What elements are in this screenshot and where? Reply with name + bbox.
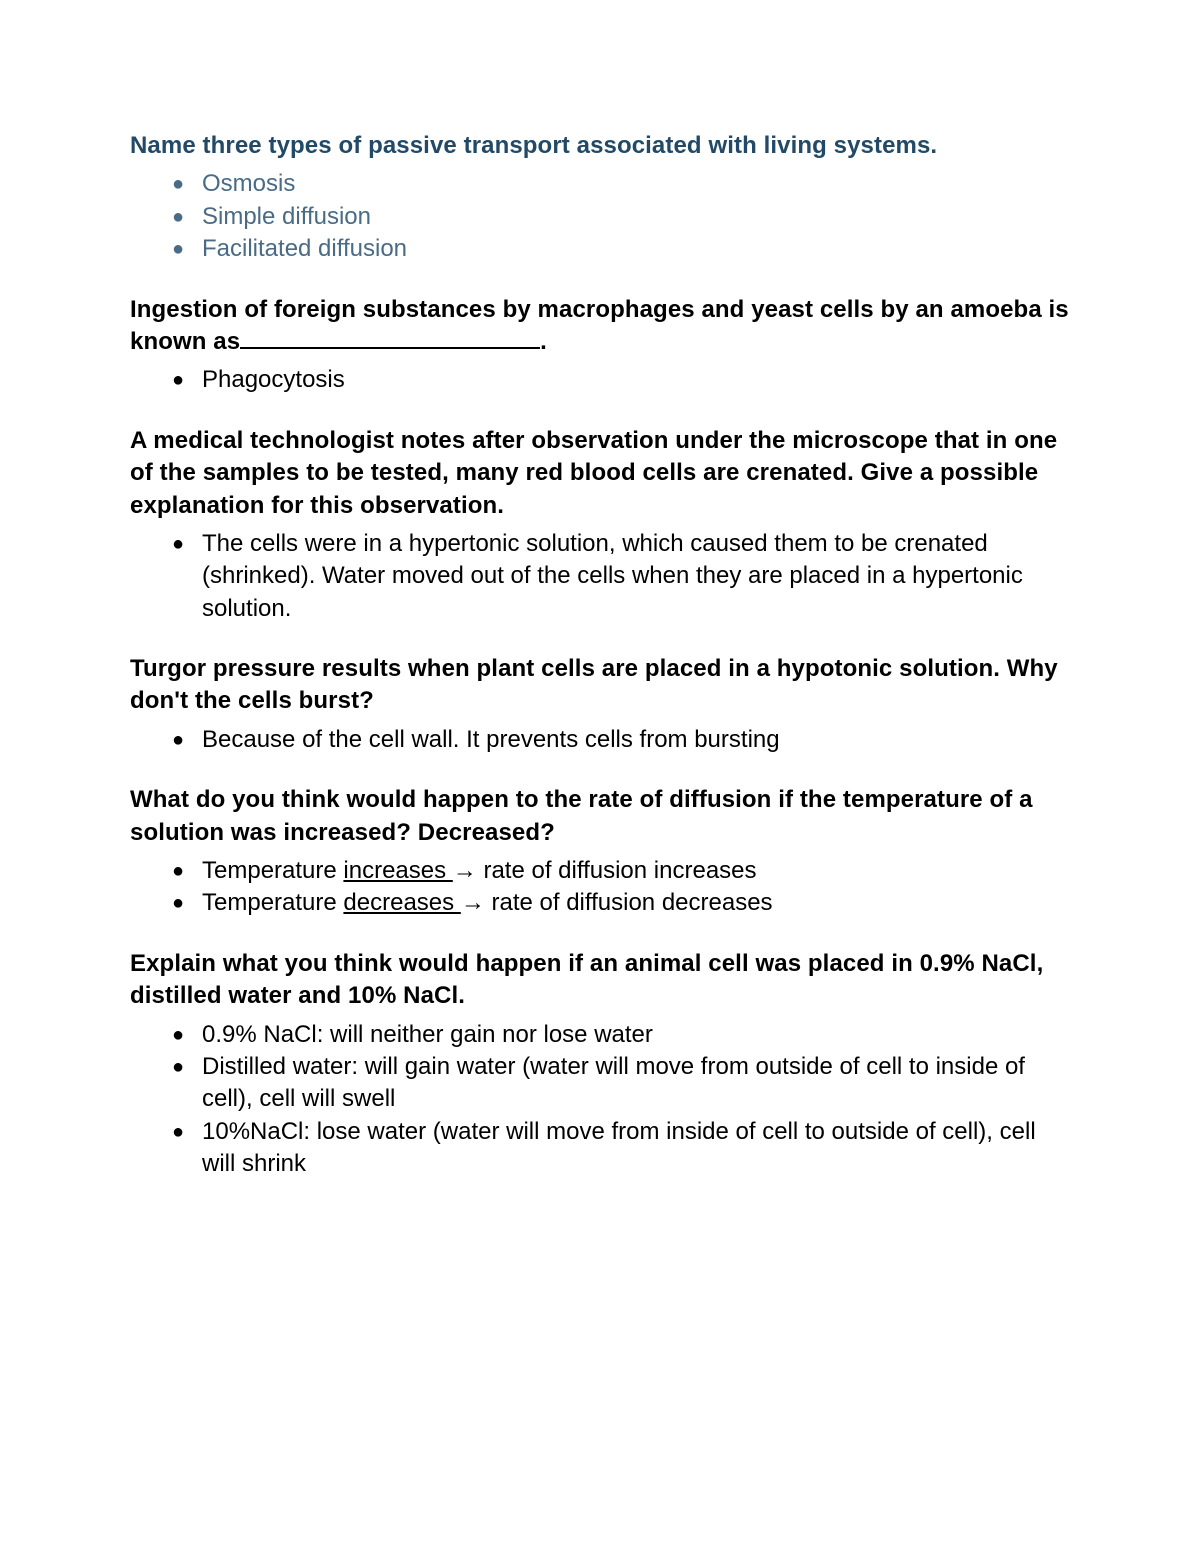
answer-item: ●Because of the cell wall. It prevents c…: [130, 724, 1070, 756]
answer-item: ●The cells were in a hypertonic solution…: [130, 528, 1070, 625]
qa-section: Explain what you think would happen if a…: [130, 948, 1070, 1181]
answer-text: Distilled water: will gain water (water …: [202, 1051, 1070, 1116]
answer-item: ●Phagocytosis: [130, 364, 1070, 396]
answer-item: ●Distilled water: will gain water (water…: [130, 1051, 1070, 1116]
question-heading: Turgor pressure results when plant cells…: [130, 653, 1070, 718]
text-run: Temperature: [202, 857, 343, 884]
answer-list: ●Phagocytosis: [130, 364, 1070, 396]
bullet-icon: ●: [172, 1019, 202, 1051]
answer-item: ●Simple diffusion: [130, 201, 1070, 233]
qa-section: Ingestion of foreign substances by macro…: [130, 294, 1070, 397]
bullet-icon: ●: [172, 1116, 202, 1148]
bullet-icon: ●: [172, 201, 202, 233]
question-heading: Ingestion of foreign substances by macro…: [130, 294, 1070, 359]
text-run: Temperature: [202, 889, 343, 916]
answer-list: ●The cells were in a hypertonic solution…: [130, 528, 1070, 625]
bullet-icon: ●: [172, 168, 202, 200]
text-run: → rate of diffusion decreases: [461, 889, 773, 916]
answer-text: 0.9% NaCl: will neither gain nor lose wa…: [202, 1019, 1070, 1051]
text-run: → rate of diffusion increases: [453, 857, 757, 884]
answer-text: 10%NaCl: lose water (water will move fro…: [202, 1116, 1070, 1181]
bullet-icon: ●: [172, 855, 202, 887]
qa-section: Name three types of passive transport as…: [130, 130, 1070, 266]
bullet-icon: ●: [172, 364, 202, 396]
answer-text: Temperature increases → rate of diffusio…: [202, 855, 1070, 887]
answer-item: ●Facilitated diffusion: [130, 233, 1070, 265]
bullet-icon: ●: [172, 724, 202, 756]
bullet-icon: ●: [172, 887, 202, 919]
answer-item: ●Temperature increases → rate of diffusi…: [130, 855, 1070, 887]
answer-text: Osmosis: [202, 168, 1070, 200]
answer-item: ●0.9% NaCl: will neither gain nor lose w…: [130, 1019, 1070, 1051]
answer-text: Facilitated diffusion: [202, 233, 1070, 265]
answer-list: ●Osmosis●Simple diffusion●Facilitated di…: [130, 168, 1070, 265]
answer-list: ●Because of the cell wall. It prevents c…: [130, 724, 1070, 756]
bullet-icon: ●: [172, 233, 202, 265]
answer-item: ●Temperature decreases → rate of diffusi…: [130, 887, 1070, 919]
answer-text: Simple diffusion: [202, 201, 1070, 233]
question-heading: Name three types of passive transport as…: [130, 130, 1070, 162]
qa-section: A medical technologist notes after obser…: [130, 425, 1070, 625]
answer-text: Phagocytosis: [202, 364, 1070, 396]
text-run: increases: [343, 857, 452, 884]
answer-item: ●Osmosis: [130, 168, 1070, 200]
bullet-icon: ●: [172, 1051, 202, 1083]
bullet-icon: ●: [172, 528, 202, 560]
answer-text: Temperature decreases → rate of diffusio…: [202, 887, 1070, 919]
answer-item: ●10%NaCl: lose water (water will move fr…: [130, 1116, 1070, 1181]
qa-section: Turgor pressure results when plant cells…: [130, 653, 1070, 756]
document-page: Name three types of passive transport as…: [0, 0, 1200, 1553]
answer-text: Because of the cell wall. It prevents ce…: [202, 724, 1070, 756]
qa-section: What do you think would happen to the ra…: [130, 784, 1070, 920]
fill-in-blank: [240, 327, 540, 349]
answer-list: ●Temperature increases → rate of diffusi…: [130, 855, 1070, 920]
text-run: .: [540, 328, 547, 355]
question-heading: A medical technologist notes after obser…: [130, 425, 1070, 522]
answer-list: ●0.9% NaCl: will neither gain nor lose w…: [130, 1019, 1070, 1181]
answer-text: The cells were in a hypertonic solution,…: [202, 528, 1070, 625]
question-heading: Explain what you think would happen if a…: [130, 948, 1070, 1013]
text-run: decreases: [343, 889, 460, 916]
question-heading: What do you think would happen to the ra…: [130, 784, 1070, 849]
